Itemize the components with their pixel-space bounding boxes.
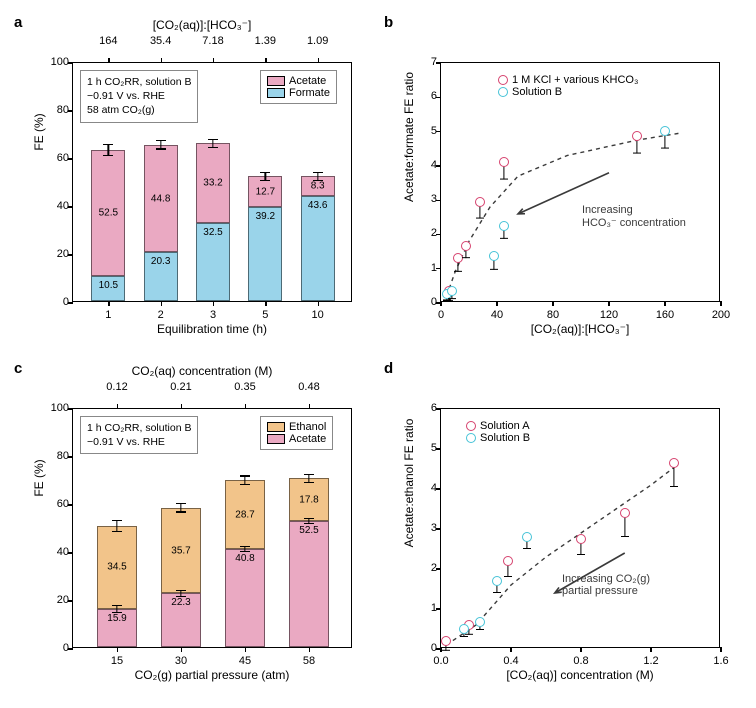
swatch-ethanol — [267, 422, 285, 432]
legend-label: Formate — [289, 87, 330, 99]
data-point — [489, 251, 499, 261]
data-point — [499, 221, 509, 231]
panel-label-d: d — [384, 360, 393, 377]
data-point — [522, 532, 532, 542]
panel-d-annot: Increasing CO₂(g) partial pressure — [562, 573, 650, 597]
panel-b-xlabel: [CO₂(aq)]:[HCO₃⁻] — [440, 322, 720, 336]
data-point — [475, 197, 485, 207]
data-point — [669, 458, 679, 468]
panel-label-c: c — [14, 360, 22, 377]
data-point — [503, 556, 513, 566]
data-point — [499, 157, 509, 167]
legend-label: Acetate — [289, 75, 326, 87]
data-point — [441, 636, 451, 646]
data-point — [492, 576, 502, 586]
panel-c-conditions: 1 h CO₂RR, solution B −0.91 V vs. RHE — [80, 416, 198, 454]
data-point — [459, 624, 469, 634]
legend-item: 1 M KCl + various KHCO₃ — [498, 74, 638, 86]
panel-b-annot: Increasing HCO₃⁻ concentration — [582, 204, 686, 229]
legend-item: Solution A — [466, 420, 530, 432]
data-point — [447, 286, 457, 296]
panel-a: a [CO₂(aq)]:[HCO₃⁻] 020406080100116410.5… — [12, 12, 374, 350]
swatch-acetate — [267, 76, 285, 86]
marker-icon — [498, 87, 508, 97]
panel-d-legend: Solution A Solution B — [460, 416, 536, 448]
panel-c-ylabel: FE (%) — [32, 378, 46, 578]
panel-c-toplabel: CO₂(aq) concentration (M) — [72, 364, 332, 378]
swatch-formate — [267, 88, 285, 98]
cond-line: 58 atm CO₂(g) — [87, 103, 191, 117]
legend-label: Solution B — [480, 432, 530, 444]
panel-a-xlabel: Equilibration time (h) — [72, 322, 352, 336]
cond-line: 1 h CO₂RR, solution B — [87, 75, 191, 89]
panel-a-legend: Acetate Formate — [260, 70, 337, 104]
data-point — [576, 534, 586, 544]
legend-item: Formate — [267, 87, 330, 99]
swatch-acetate — [267, 434, 285, 444]
data-point — [475, 617, 485, 627]
legend-label: 1 M KCl + various KHCO₃ — [512, 74, 638, 86]
marker-icon — [466, 433, 476, 443]
panel-c: c CO₂(aq) concentration (M) 020406080100… — [12, 358, 374, 696]
panel-b-ylabel: Acetate:formate FE ratio — [402, 17, 416, 257]
legend-item: Acetate — [267, 433, 326, 445]
cond-line: 1 h CO₂RR, solution B — [87, 421, 191, 435]
data-point — [461, 241, 471, 251]
marker-icon — [466, 421, 476, 431]
legend-item: Ethanol — [267, 421, 326, 433]
legend-label: Ethanol — [289, 421, 326, 433]
panel-b: b 0408012016020001234567 Acetate:formate… — [382, 12, 744, 350]
legend-label: Acetate — [289, 433, 326, 445]
panel-c-legend: Ethanol Acetate — [260, 416, 333, 450]
panel-a-conditions: 1 h CO₂RR, solution B −0.91 V vs. RHE 58… — [80, 70, 198, 123]
panel-label-a: a — [14, 14, 22, 31]
panel-c-xlabel: CO₂(g) partial pressure (atm) — [72, 668, 352, 682]
legend-label: Solution A — [480, 420, 530, 432]
panel-d-xlabel: [CO₂(aq)] concentration (M) — [440, 668, 720, 682]
legend-item: Acetate — [267, 75, 330, 87]
panel-d: d 0.00.40.81.21.60123456 Acetate:ethanol… — [382, 358, 744, 696]
legend-item: Solution B — [466, 432, 530, 444]
panel-b-legend: 1 M KCl + various KHCO₃ Solution B — [492, 70, 644, 102]
data-point — [620, 508, 630, 518]
panel-a-ylabel: FE (%) — [32, 32, 46, 232]
cond-line: −0.91 V vs. RHE — [87, 435, 191, 449]
panel-a-toplabel: [CO₂(aq)]:[HCO₃⁻] — [72, 18, 332, 32]
legend-label: Solution B — [512, 86, 562, 98]
legend-item: Solution B — [498, 86, 638, 98]
cond-line: −0.91 V vs. RHE — [87, 89, 191, 103]
data-point — [660, 126, 670, 136]
panel-d-ylabel: Acetate:ethanol FE ratio — [402, 363, 416, 603]
data-point — [632, 131, 642, 141]
panel-label-b: b — [384, 14, 393, 31]
marker-icon — [498, 75, 508, 85]
